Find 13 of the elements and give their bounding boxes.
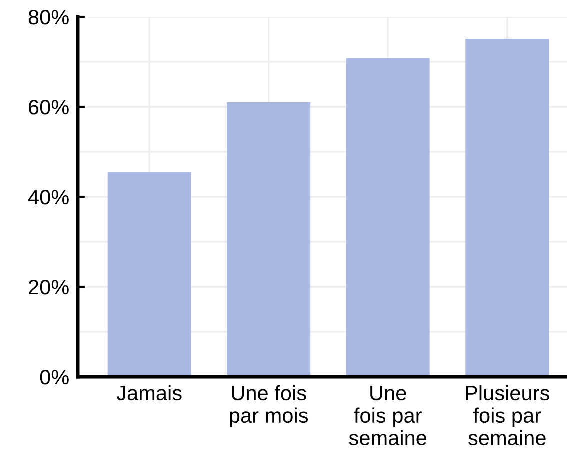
- x-tick-label: Plusieurs fois par semaine: [466, 385, 550, 446]
- bar: [227, 102, 311, 377]
- x-tick-label: Jamais: [116, 385, 182, 401]
- x-tick-label: Une fois par semaine: [349, 386, 427, 446]
- bar: [466, 39, 550, 377]
- y-tick-label: 60%: [29, 100, 69, 115]
- bar: [108, 172, 192, 377]
- y-tick-label: 0%: [40, 370, 69, 385]
- x-tick-label: Une fois par mois: [230, 385, 308, 428]
- y-tick-label: 20%: [29, 280, 69, 295]
- y-tick-label: 40%: [28, 190, 69, 205]
- bar: [346, 58, 430, 377]
- y-tick-label: 80%: [28, 10, 69, 25]
